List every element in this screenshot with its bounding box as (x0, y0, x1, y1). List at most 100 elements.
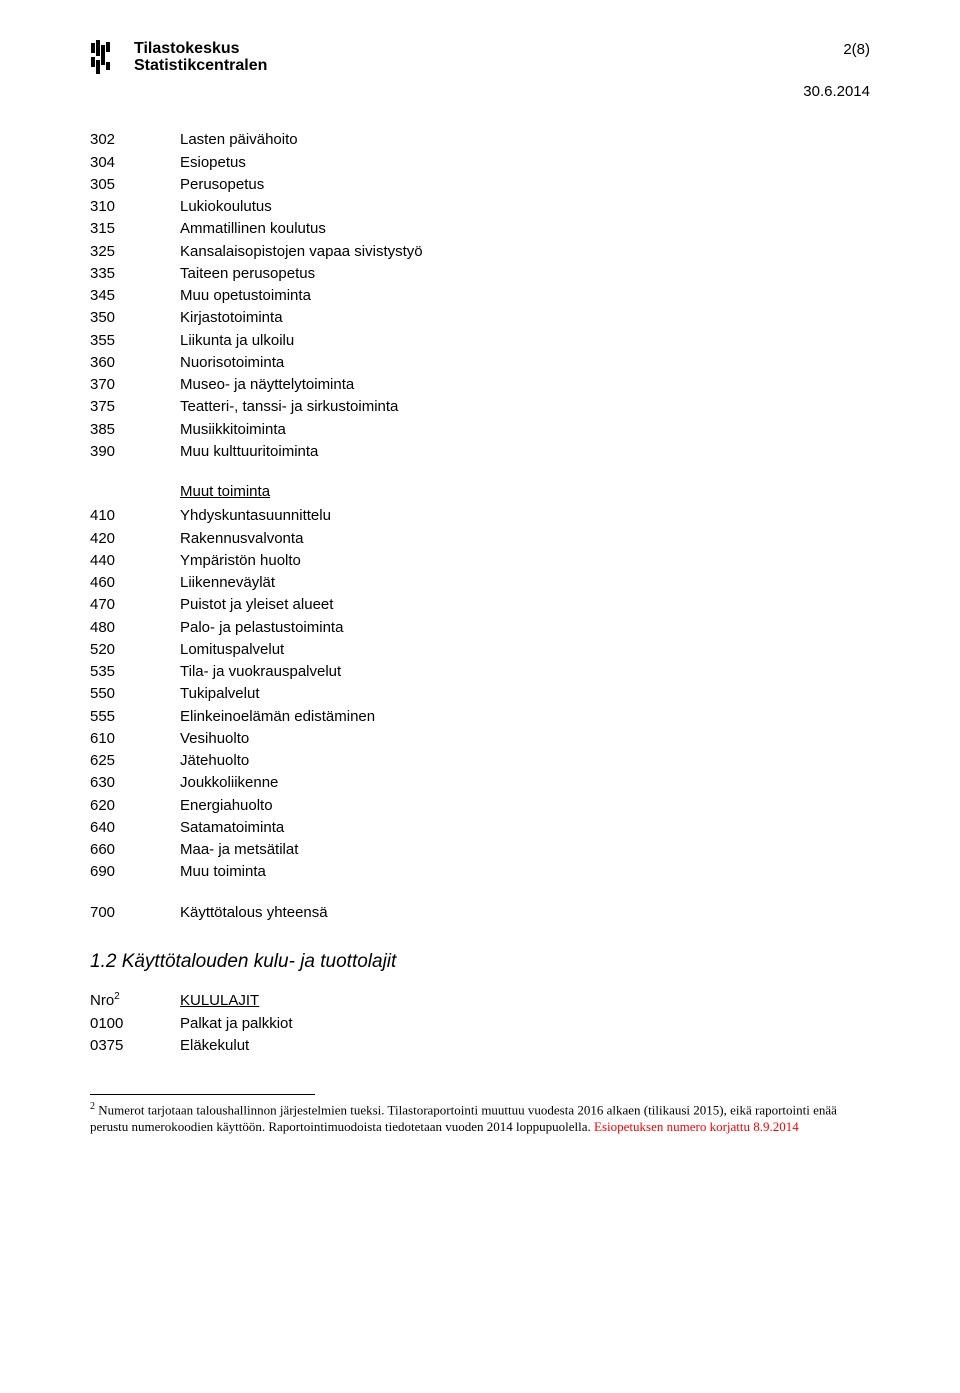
code-row: 690Muu toiminta (90, 862, 375, 884)
kululajit-row: 0375Eläkekulut (90, 1036, 293, 1058)
label: Liikenneväylät (180, 573, 375, 595)
codes-block-3: 700Käyttötalous yhteensä (90, 903, 328, 925)
nro-footnote-ref: 2 (114, 991, 120, 1002)
code-row: 325Kansalaisopistojen vapaa sivistystyö (90, 242, 423, 264)
kululajit-header-row: Nro2 KULULAJIT (90, 990, 293, 1013)
label: Satamatoiminta (180, 818, 375, 840)
kululajit-heading: KULULAJIT (180, 990, 293, 1013)
label: Kirjastotoiminta (180, 308, 423, 330)
code-row: 620Energiahuolto (90, 796, 375, 818)
footnote-red: Esiopetuksen numero korjattu 8.9.2014 (594, 1119, 799, 1134)
code: 440 (90, 551, 180, 573)
code: 355 (90, 331, 180, 353)
code: 302 (90, 130, 180, 152)
code-row: 520Lomituspalvelut (90, 640, 375, 662)
code: 350 (90, 308, 180, 330)
code: 390 (90, 442, 180, 464)
label: Liikunta ja ulkoilu (180, 331, 423, 353)
code-row: 345Muu opetustoiminta (90, 286, 423, 308)
label: Perusopetus (180, 175, 423, 197)
code: 700 (90, 903, 180, 925)
code-row: 535Tila- ja vuokrauspalvelut (90, 662, 375, 684)
document-date: 30.6.2014 (90, 82, 870, 102)
code-row: 375Teatteri-, tanssi- ja sirkustoiminta (90, 397, 423, 419)
code: 420 (90, 529, 180, 551)
label: Taiteen perusopetus (180, 264, 423, 286)
code: 335 (90, 264, 180, 286)
group-heading-row: Muut toiminta (90, 482, 375, 506)
code: 375 (90, 397, 180, 419)
label: Elinkeinoelämän edistäminen (180, 707, 375, 729)
code-row: 302Lasten päivähoito (90, 130, 423, 152)
code: 480 (90, 618, 180, 640)
label: Lasten päivähoito (180, 130, 423, 152)
code-row: 385Musiikkitoiminta (90, 420, 423, 442)
code-row: 360Nuorisotoiminta (90, 353, 423, 375)
code-row: 630Joukkoliikenne (90, 773, 375, 795)
code-row: 355Liikunta ja ulkoilu (90, 331, 423, 353)
code-row: 370Museo- ja näyttelytoiminta (90, 375, 423, 397)
label: Esiopetus (180, 153, 423, 175)
label: Muu kulttuuritoiminta (180, 442, 423, 464)
code-row: 610Vesihuolto (90, 729, 375, 751)
code-row: 625Jätehuolto (90, 751, 375, 773)
group-heading: Muut toiminta (180, 482, 375, 506)
code: 660 (90, 840, 180, 862)
code: 535 (90, 662, 180, 684)
code: 370 (90, 375, 180, 397)
label: Musiikkitoiminta (180, 420, 423, 442)
code-row: 304Esiopetus (90, 153, 423, 175)
code-row: 390Muu kulttuuritoiminta (90, 442, 423, 464)
label: Teatteri-, tanssi- ja sirkustoiminta (180, 397, 423, 419)
code: 520 (90, 640, 180, 662)
label: Vesihuolto (180, 729, 375, 751)
label: Yhdyskuntasuunnittelu (180, 506, 375, 528)
label: Palkat ja palkkiot (180, 1014, 293, 1036)
code: 305 (90, 175, 180, 197)
code: 640 (90, 818, 180, 840)
code: 345 (90, 286, 180, 308)
code: 555 (90, 707, 180, 729)
code-row: 420Rakennusvalvonta (90, 529, 375, 551)
label: Eläkekulut (180, 1036, 293, 1058)
logo: Tilastokeskus Statistikcentralen (90, 40, 267, 76)
label: Muu opetustoiminta (180, 286, 423, 308)
code-row: 305Perusopetus (90, 175, 423, 197)
code: 0100 (90, 1014, 180, 1036)
nro-label: Nro (90, 992, 114, 1009)
codes-block-2: Muut toiminta 410Yhdyskuntasuunnittelu42… (90, 482, 375, 885)
code: 550 (90, 684, 180, 706)
label: Jätehuolto (180, 751, 375, 773)
label: Tila- ja vuokrauspalvelut (180, 662, 375, 684)
code-row: 550Tukipalvelut (90, 684, 375, 706)
label: Joukkoliikenne (180, 773, 375, 795)
code: 630 (90, 773, 180, 795)
label: Rakennusvalvonta (180, 529, 375, 551)
code: 460 (90, 573, 180, 595)
label: Maa- ja metsätilat (180, 840, 375, 862)
footnote: 2 Numerot tarjotaan taloushallinnon järj… (90, 1101, 870, 1135)
code-row: 660Maa- ja metsätilat (90, 840, 375, 862)
footnote-rule (90, 1094, 315, 1095)
code-row: 480Palo- ja pelastustoiminta (90, 618, 375, 640)
label: Nuorisotoiminta (180, 353, 423, 375)
label: Lukiokoulutus (180, 197, 423, 219)
label: Muu toiminta (180, 862, 375, 884)
logo-text: Tilastokeskus Statistikcentralen (134, 41, 267, 75)
label: Lomituspalvelut (180, 640, 375, 662)
code-row: 315Ammatillinen koulutus (90, 219, 423, 241)
label: Käyttötalous yhteensä (180, 903, 328, 925)
statistics-bars-icon (90, 40, 126, 76)
code-row: 440Ympäristön huolto (90, 551, 375, 573)
code: 310 (90, 197, 180, 219)
label: Museo- ja näyttelytoiminta (180, 375, 423, 397)
code-row: 470Puistot ja yleiset alueet (90, 595, 375, 617)
code: 304 (90, 153, 180, 175)
code: 620 (90, 796, 180, 818)
code-row: 640Satamatoiminta (90, 818, 375, 840)
label: Kansalaisopistojen vapaa sivistystyö (180, 242, 423, 264)
code: 690 (90, 862, 180, 884)
code-row: 555Elinkeinoelämän edistäminen (90, 707, 375, 729)
kululajit-row: 0100Palkat ja palkkiot (90, 1014, 293, 1036)
code: 0375 (90, 1036, 180, 1058)
